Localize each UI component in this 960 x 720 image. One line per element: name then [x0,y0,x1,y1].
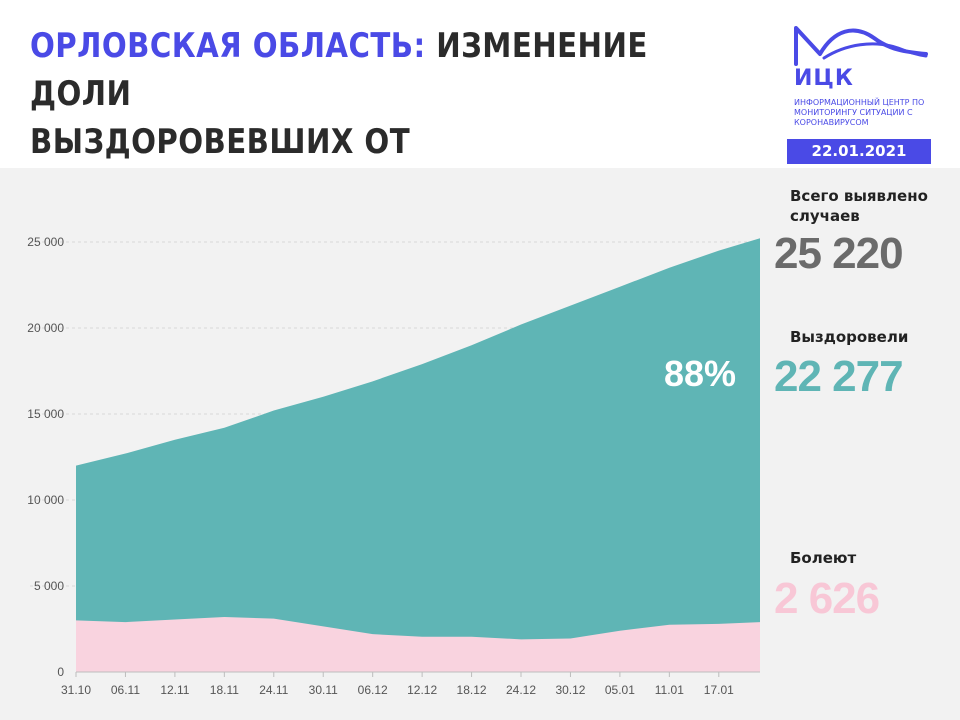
x-tick-label-10: 30.12 [555,683,585,697]
x-tick-label-13: 17.01 [704,683,734,697]
sick-label: Болеют [790,549,857,567]
logo-mark-icon [794,26,928,66]
title-line-1-rest: ИЗМЕНЕНИЕ ДОЛИ [30,26,648,114]
recovered-percent-label: 88% [664,353,737,394]
recovered-area [76,238,760,672]
y-tick-label-3: 15 000 [27,407,64,421]
y-tick-label-4: 20 000 [27,321,64,335]
title-region: ОРЛОВСКАЯ ОБЛАСТЬ: [30,26,426,66]
x-tick-label-12: 11.01 [655,683,684,697]
x-tick-label-0: 31.10 [61,683,91,697]
x-axis-ticks: 31.10 06.11 12.11 18.11 24.11 30.11 06.12 12.12… [61,672,734,697]
area-chart: 0 5 000 10 000 15 000 20 000 25 000 31.10 06.1… [27,235,761,697]
x-tick-label-6: 06.12 [358,683,388,697]
y-tick-label-1: 5 000 [34,579,64,593]
logo-abbr: ИЦК [794,66,854,91]
y-tick-label-5: 25 000 [27,235,64,249]
total-cases-label: Всего выявлено случаев [790,187,928,225]
sick-value: 2 626 [774,574,880,623]
x-tick-label-7: 12.12 [407,683,437,697]
chart-panel: 0 5 000 10 000 15 000 20 000 25 000 31.10 06.1… [0,168,960,720]
y-axis-ticks: 0 5 000 10 000 15 000 20 000 25 000 [27,235,64,679]
x-tick-label-1: 06.11 [111,683,140,697]
sick-area [76,616,760,672]
x-tick-label-11: 05.01 [605,683,635,697]
title-line-1: ОРЛОВСКАЯ ОБЛАСТЬ: ИЗМЕНЕНИЕ ДОЛИ [30,22,649,118]
recovered-label: Выздоровели [790,328,909,346]
x-tick-label-3: 18.11 [210,683,239,697]
x-tick-label-4: 24.11 [259,683,288,697]
y-tick-label-2: 10 000 [27,493,64,507]
header: ОРЛОВСКАЯ ОБЛАСТЬ: ИЗМЕНЕНИЕ ДОЛИ ВЫЗДОР… [0,0,960,210]
x-tick-label-8: 18.12 [457,683,487,697]
recovered-value: 22 277 [774,352,904,401]
x-tick-label-9: 24.12 [506,683,536,697]
chart-areas [75,238,761,673]
x-tick-label-2: 12.11 [160,683,189,697]
date-badge: 22.01.2021 [787,139,931,164]
logo-subtitle: Информационный центр по мониторингу ситу… [794,98,925,127]
x-tick-label-5: 30.11 [309,683,338,697]
y-tick-label-0: 0 [57,665,64,679]
total-cases-value: 25 220 [774,229,904,278]
